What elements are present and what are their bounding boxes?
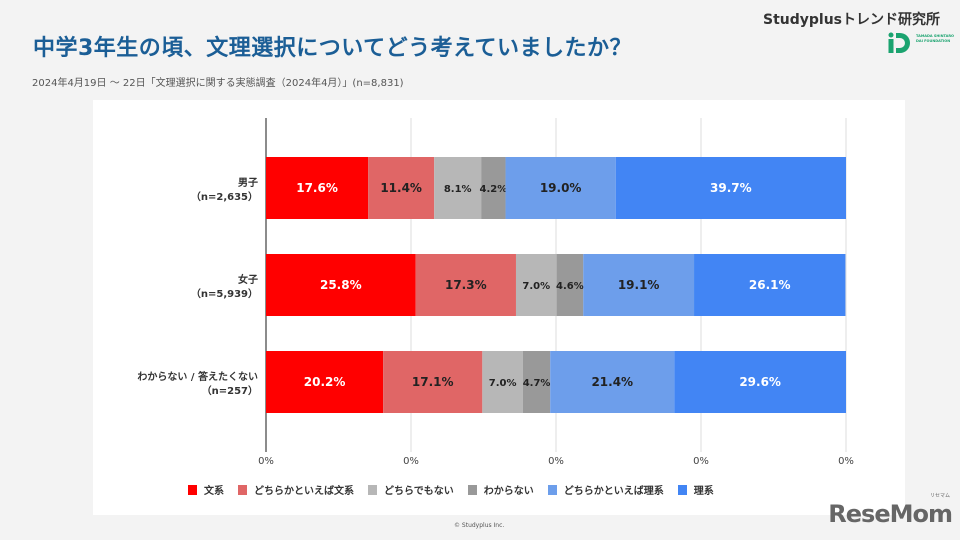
data-label: 7.0% (522, 281, 550, 292)
bar-segment (674, 351, 846, 413)
bar-segment (434, 157, 482, 219)
legend-label: わからない (483, 486, 534, 497)
data-label: 17.6% (296, 181, 338, 195)
legend-label: 文系 (204, 486, 224, 497)
data-label: 17.3% (445, 278, 487, 292)
bar-segment (583, 254, 695, 316)
bar-segment (556, 254, 584, 316)
page-title: 中学3年生の頃、文理選択についてどう考えていましたか？ (33, 36, 633, 61)
data-label: 4.2% (479, 184, 507, 195)
data-label: 19.0% (540, 181, 582, 195)
foundation-logo: TAMADA SHINTARO DAI FOUNDATION (888, 32, 958, 58)
data-label: 26.1% (749, 278, 791, 292)
category-n-label: （n=2,635） (191, 190, 258, 203)
bar-segment (694, 254, 846, 316)
copyright: © Studyplus Inc. (454, 522, 505, 529)
legend-label: どちらかといえば理系 (563, 486, 664, 497)
legend-item: どちらかといえば理系 (547, 482, 664, 497)
bar-segment (266, 351, 384, 413)
resemom-watermark-kana: リセマム (929, 493, 950, 499)
data-label: 25.8% (320, 278, 362, 292)
x-tick-label: 0% (403, 456, 419, 467)
x-tick-label: 0% (838, 456, 854, 467)
legend-swatch (677, 484, 687, 495)
legend-item: わからない (467, 482, 534, 497)
legend-swatch (368, 484, 377, 495)
data-label: 21.4% (591, 375, 633, 389)
data-label: 8.1% (444, 184, 472, 195)
brand-name: Studyplusトレンド研究所 (762, 12, 940, 28)
bar-segment (505, 157, 616, 219)
id-logo-icon (888, 32, 910, 53)
legend-label: 理系 (693, 486, 714, 497)
legend-swatch (547, 484, 557, 495)
x-tick-label: 0% (548, 456, 564, 467)
data-label: 20.2% (304, 375, 346, 389)
bar-segment (482, 351, 523, 413)
resemom-watermark: ReseMom (828, 500, 953, 528)
bar-segment (615, 157, 846, 219)
legend-item: 文系 (188, 482, 224, 497)
bar-segment (550, 351, 675, 413)
data-label: 4.7% (523, 378, 551, 389)
data-label: 29.6% (739, 375, 781, 389)
category-label: わからない / 答えたくない (137, 370, 258, 383)
legend-item: どちらかといえば文系 (238, 482, 354, 497)
bar-segment (415, 254, 516, 316)
bar-segment (522, 351, 551, 413)
x-tick-label: 0% (258, 456, 274, 467)
legend-label: どちらでもない (384, 486, 454, 497)
category-n-label: （n=5,939） (191, 287, 258, 300)
bar-segment (368, 157, 435, 219)
data-label: 19.1% (618, 278, 660, 292)
bar-segment (266, 157, 369, 219)
x-tick-label: 0% (693, 456, 709, 467)
category-label: 男子 (238, 177, 258, 189)
data-label: 39.7% (710, 181, 752, 195)
data-label: 11.4% (380, 181, 422, 195)
legend-swatch (238, 484, 247, 495)
data-label: 4.6% (556, 281, 584, 292)
bar-segment (383, 351, 483, 413)
bar-segment (481, 157, 506, 219)
legend-swatch (467, 484, 477, 495)
legend-swatch (188, 484, 197, 495)
data-label: 17.1% (412, 375, 454, 389)
legend-item: 理系 (677, 482, 714, 497)
legend: 文系 どちらかといえば文系 どちらでもない わからない どちらかといえば理系 理系 (188, 482, 714, 497)
survey-subtitle: 2024年4月19日 〜 22日「文理選択に関する実態調査（2024年4月）」(… (32, 78, 404, 89)
bar-segment (266, 254, 416, 316)
data-label: 7.0% (489, 378, 517, 389)
foundation-logo-text: TAMADA SHINTARO DAI FOUNDATION (916, 34, 955, 43)
category-label: 女子 (238, 273, 258, 286)
legend-label: どちらかといえば文系 (254, 486, 354, 497)
legend-item: どちらでもない (368, 482, 454, 497)
category-n-label: （n=257） (202, 384, 258, 397)
bar-segment (515, 254, 557, 316)
